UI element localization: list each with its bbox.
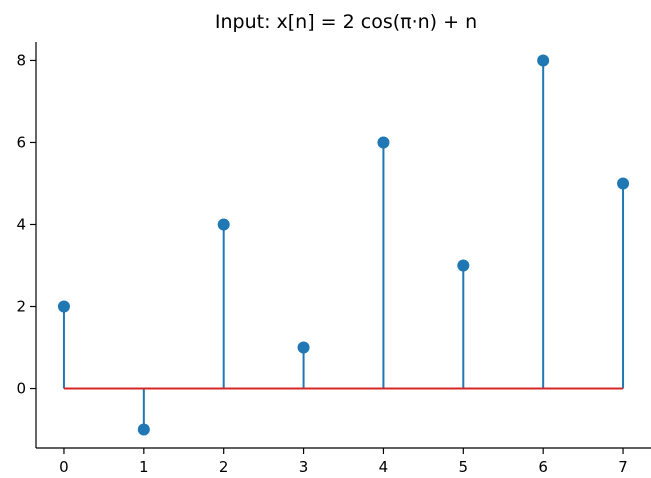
- x-tick-label: 7: [618, 458, 628, 476]
- data-point: [537, 54, 550, 67]
- markers-layer: [57, 54, 630, 436]
- data-point: [217, 218, 230, 231]
- data-point: [617, 177, 630, 190]
- y-tick-label: 0: [16, 380, 26, 398]
- x-tick-label: 0: [59, 458, 69, 476]
- data-point: [297, 341, 310, 354]
- data-point: [137, 423, 150, 436]
- y-tick-label: 2: [16, 298, 26, 316]
- stems-layer: [62, 60, 625, 430]
- x-ticks: 0 1 2 3 4 5 6 7: [59, 448, 628, 476]
- data-point: [377, 136, 390, 149]
- y-ticks: 0 2 4 6 8: [16, 51, 36, 398]
- chart-title: Input: x[n] = 2 cos(π·n) + n: [215, 11, 477, 33]
- y-tick-label: 4: [16, 215, 26, 233]
- x-tick-label: 3: [299, 458, 309, 476]
- y-tick-label: 6: [16, 133, 26, 151]
- axes: [35, 42, 651, 449]
- x-tick-label: 6: [538, 458, 548, 476]
- y-tick-label: 8: [16, 51, 26, 69]
- data-point: [457, 259, 470, 272]
- x-tick-label: 1: [139, 458, 149, 476]
- x-tick-label: 5: [459, 458, 469, 476]
- x-tick-label: 4: [379, 458, 389, 476]
- data-point: [57, 300, 70, 313]
- x-tick-label: 2: [219, 458, 229, 476]
